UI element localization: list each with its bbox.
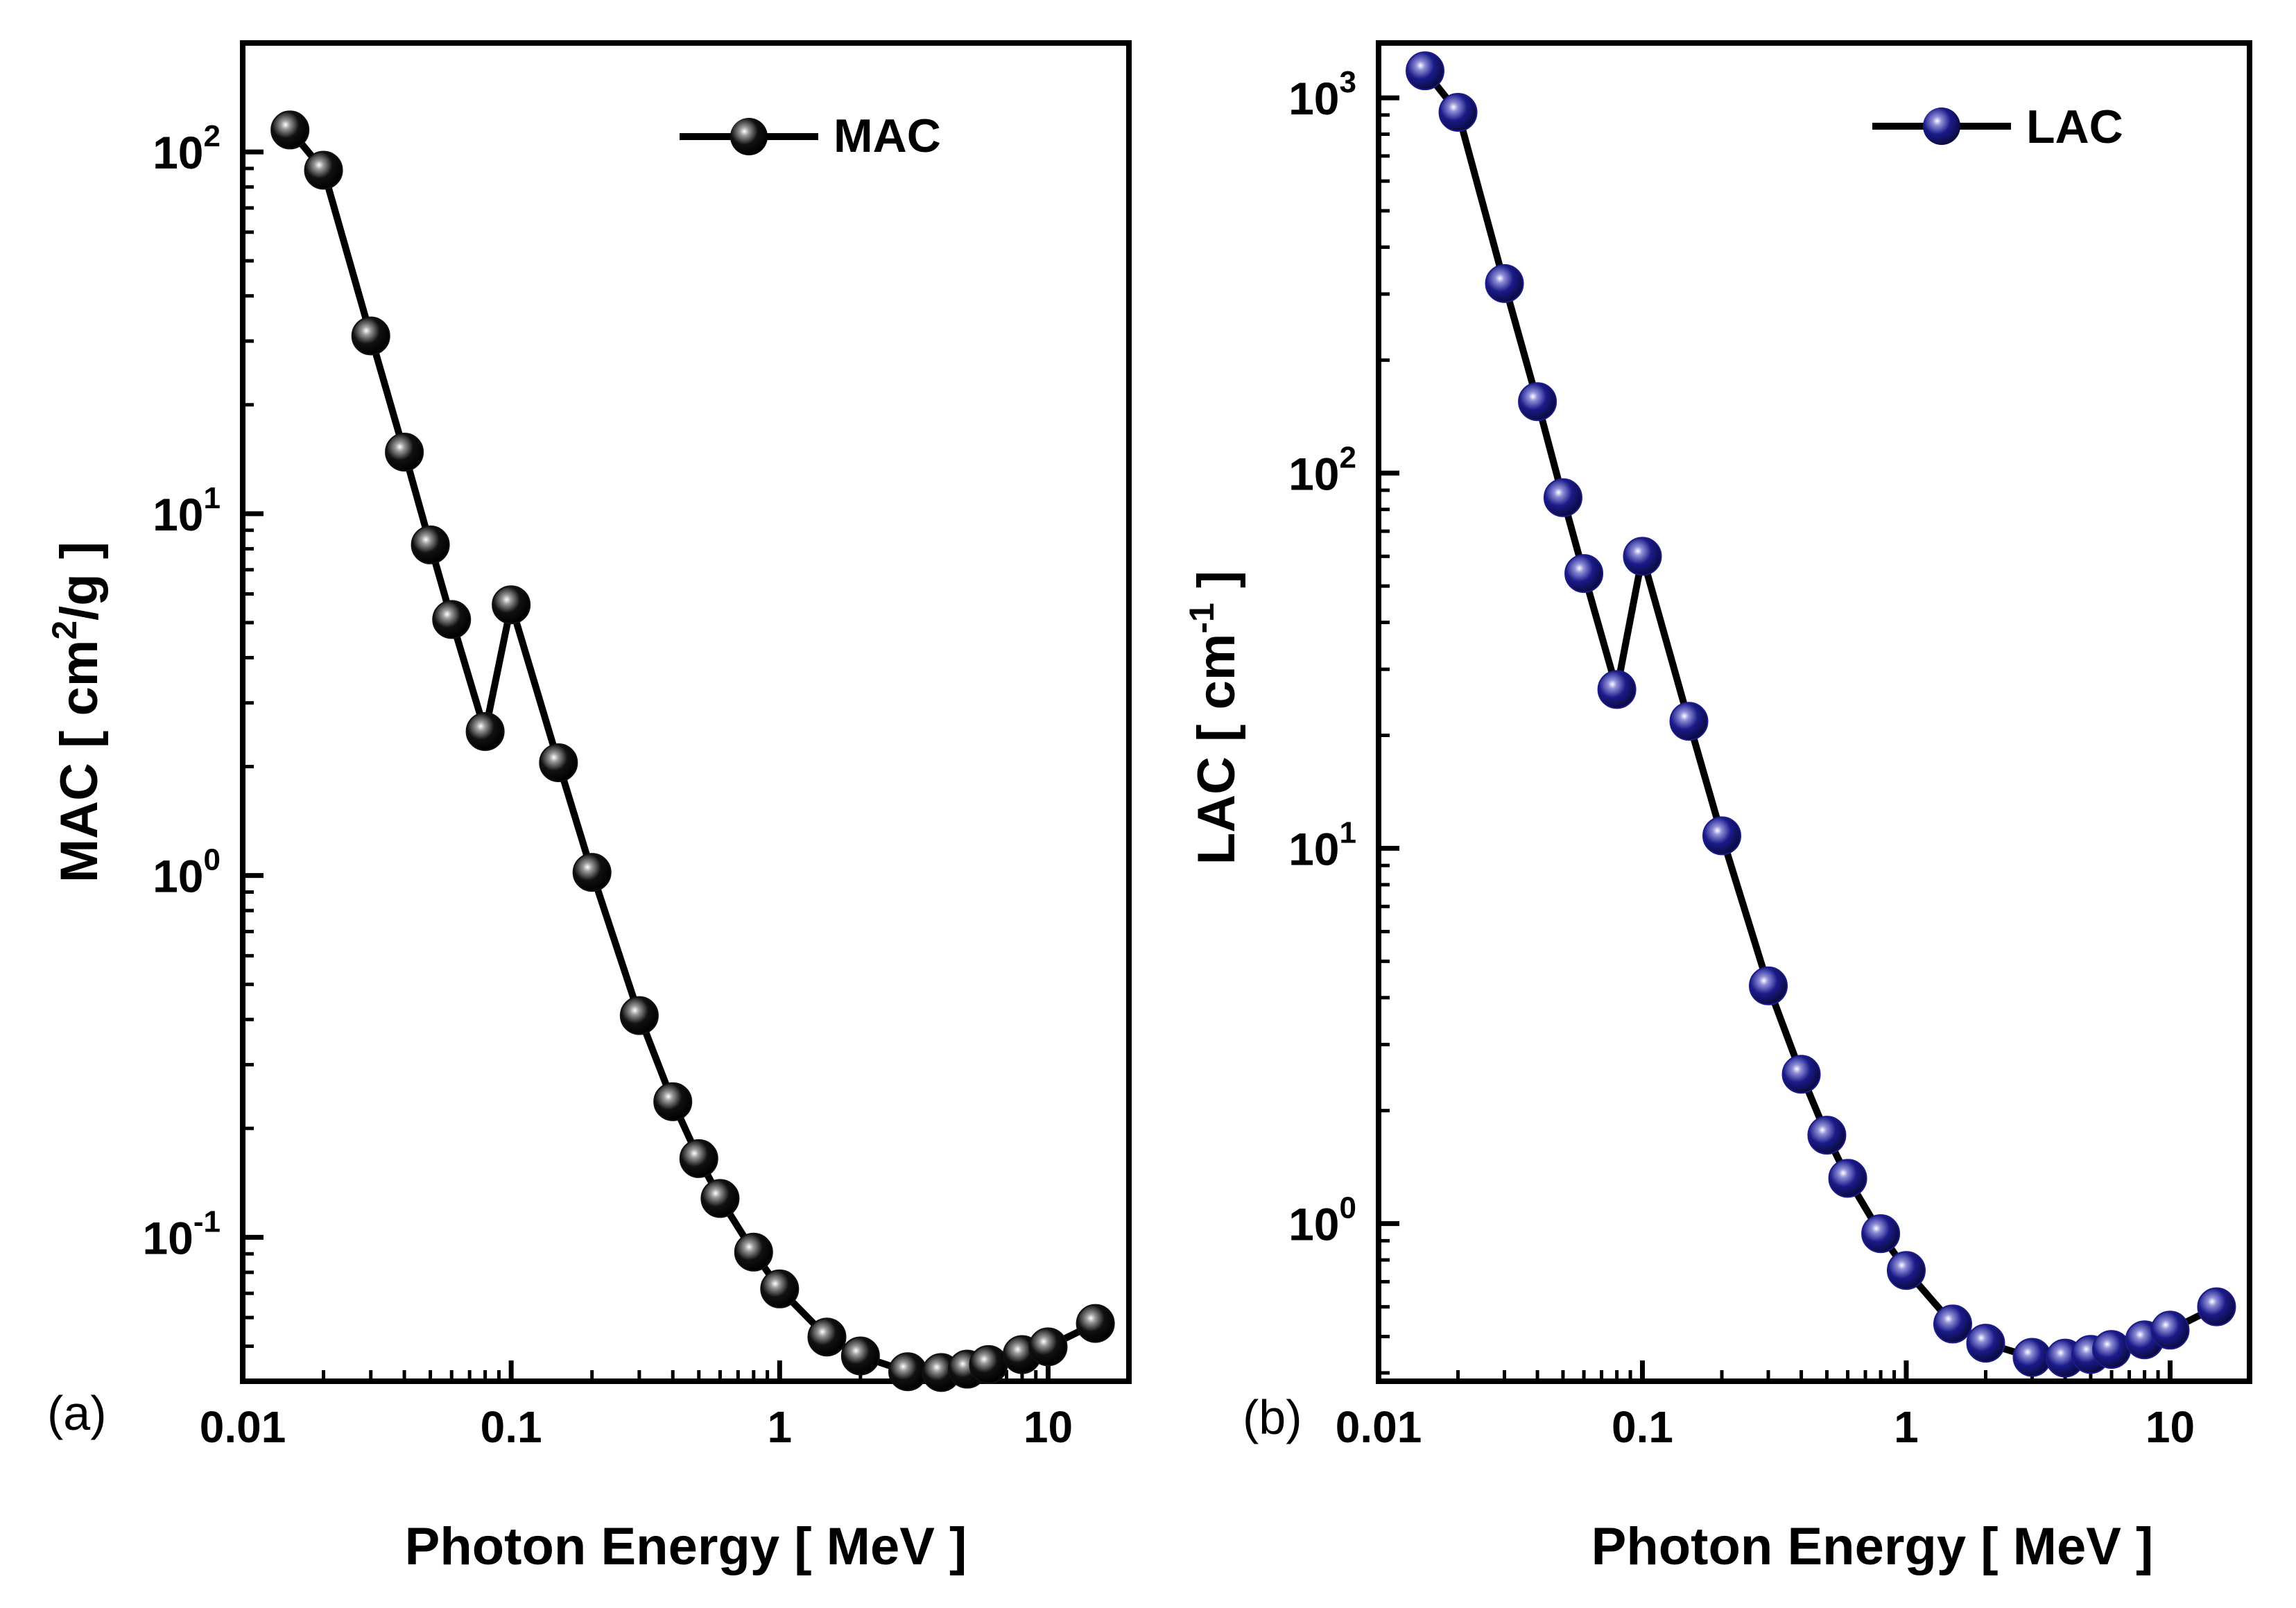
panel-label-a: (a)	[47, 1386, 107, 1440]
data-point-lac	[1564, 554, 1604, 594]
data-point-mac	[760, 1269, 800, 1308]
data-point-lac	[1623, 537, 1662, 576]
data-point-lac	[1807, 1116, 1847, 1155]
data-point-mac	[1028, 1327, 1068, 1367]
y-tick-label-a: 100	[153, 843, 221, 902]
legend-label-lac: LAC	[2026, 101, 2123, 153]
x-axis-title-a: Photon Energy [ MeV ]	[405, 1517, 967, 1576]
x-tick-label-a: 0.1	[481, 1402, 542, 1452]
data-point-lac	[1828, 1159, 1867, 1198]
data-point-lac	[1861, 1214, 1901, 1254]
y-tick-labels-b: 100 101 102 103	[1288, 65, 1356, 1250]
series-line-mac	[287, 128, 1097, 1376]
data-point-mac	[539, 743, 578, 782]
y-tick-labels-a: 10-1 100 101 102	[142, 119, 221, 1263]
chart-panel-a: 0.01 0.1 1 10 10-1 100 101 102 MAC (a) Photon …	[45, 40, 1132, 1576]
data-point-lac	[1406, 51, 1445, 91]
y-tick-label-b: 102	[1288, 440, 1356, 499]
data-point-mac	[492, 585, 531, 625]
data-point-lac	[1518, 382, 1557, 422]
data-point-lac	[1966, 1324, 2005, 1363]
data-point-mac	[888, 1352, 928, 1392]
data-point-lac	[1933, 1304, 1972, 1344]
x-tick-label-b: 0.01	[1336, 1402, 1422, 1452]
data-point-lac	[2197, 1287, 2236, 1326]
data-point-mac	[432, 600, 472, 639]
data-point-lac	[2092, 1330, 2132, 1369]
x-tick-labels-a: 0.01 0.1 1 10	[200, 1402, 1073, 1452]
plot-frame-a	[240, 40, 1132, 1384]
data-point-mac	[807, 1317, 847, 1357]
y-tick-label-a: 10-1	[142, 1204, 221, 1263]
x-tick-label-a: 10	[1024, 1402, 1073, 1452]
markers-mac	[270, 110, 1115, 1392]
x-tick-label-a: 1	[768, 1402, 793, 1452]
markers-lac	[1406, 51, 2236, 1378]
y-tick-label-b: 101	[1288, 815, 1356, 874]
y-tick-label-a: 101	[153, 481, 221, 540]
data-point-mac	[572, 853, 612, 892]
legend-marker-lac	[1923, 107, 1960, 145]
data-point-lac	[1669, 702, 1709, 741]
data-point-mac	[734, 1232, 773, 1272]
y-axis-title-a: MAC [ cm2/g ]	[45, 542, 109, 883]
data-point-mac	[653, 1082, 693, 1121]
x-tick-label-a: 0.01	[200, 1402, 286, 1452]
data-point-mac	[1076, 1304, 1115, 1343]
chart-panel-b: 0.01 0.1 1 10 100 101 102 103 LAC (b) Photon E…	[1182, 40, 2252, 1576]
data-point-lac	[2012, 1338, 2052, 1377]
data-point-lac	[1702, 816, 1742, 856]
data-point-lac	[1438, 92, 1478, 132]
y-tick-label-b: 100	[1288, 1191, 1356, 1250]
data-point-lac	[1781, 1055, 1821, 1094]
x-axis-title-b: Photon Energy [ MeV ]	[1591, 1517, 2154, 1576]
data-point-mac	[679, 1139, 718, 1178]
data-point-lac	[1543, 478, 1582, 517]
legend-marker-mac	[730, 118, 768, 155]
series-line-lac	[1422, 69, 2218, 1362]
x-tick-labels-b: 0.01 0.1 1 10	[1336, 1402, 2195, 1452]
data-point-lac	[1597, 670, 1637, 709]
y-tick-label-b: 103	[1288, 65, 1356, 124]
legend-b: LAC	[1872, 101, 2123, 153]
data-point-lac	[2150, 1311, 2190, 1350]
x-tick-label-b: 10	[2146, 1402, 2195, 1452]
data-point-mac	[619, 996, 659, 1035]
data-point-lac	[1749, 966, 1788, 1005]
x-tick-label-b: 1	[1894, 1402, 1919, 1452]
x-tick-label-b: 0.1	[1612, 1402, 1673, 1452]
data-point-mac	[385, 432, 424, 472]
data-point-lac	[1485, 263, 1524, 303]
panel-label-b: (b)	[1243, 1390, 1302, 1444]
data-point-mac	[270, 110, 310, 150]
data-point-mac	[840, 1336, 880, 1376]
data-point-mac	[465, 711, 505, 751]
data-point-mac	[700, 1179, 740, 1218]
data-point-lac	[1886, 1251, 1926, 1290]
data-point-mac	[969, 1345, 1008, 1384]
legend-a: MAC	[680, 110, 941, 162]
legend-label-mac: MAC	[834, 110, 941, 162]
y-axis-title-b: LAC [ cm-1 ]	[1182, 571, 1246, 865]
data-point-mac	[411, 525, 450, 564]
y-tick-label-a: 102	[153, 119, 221, 178]
data-point-mac	[351, 316, 390, 356]
data-point-mac	[304, 150, 343, 190]
plot-frame-b	[1376, 40, 2252, 1384]
